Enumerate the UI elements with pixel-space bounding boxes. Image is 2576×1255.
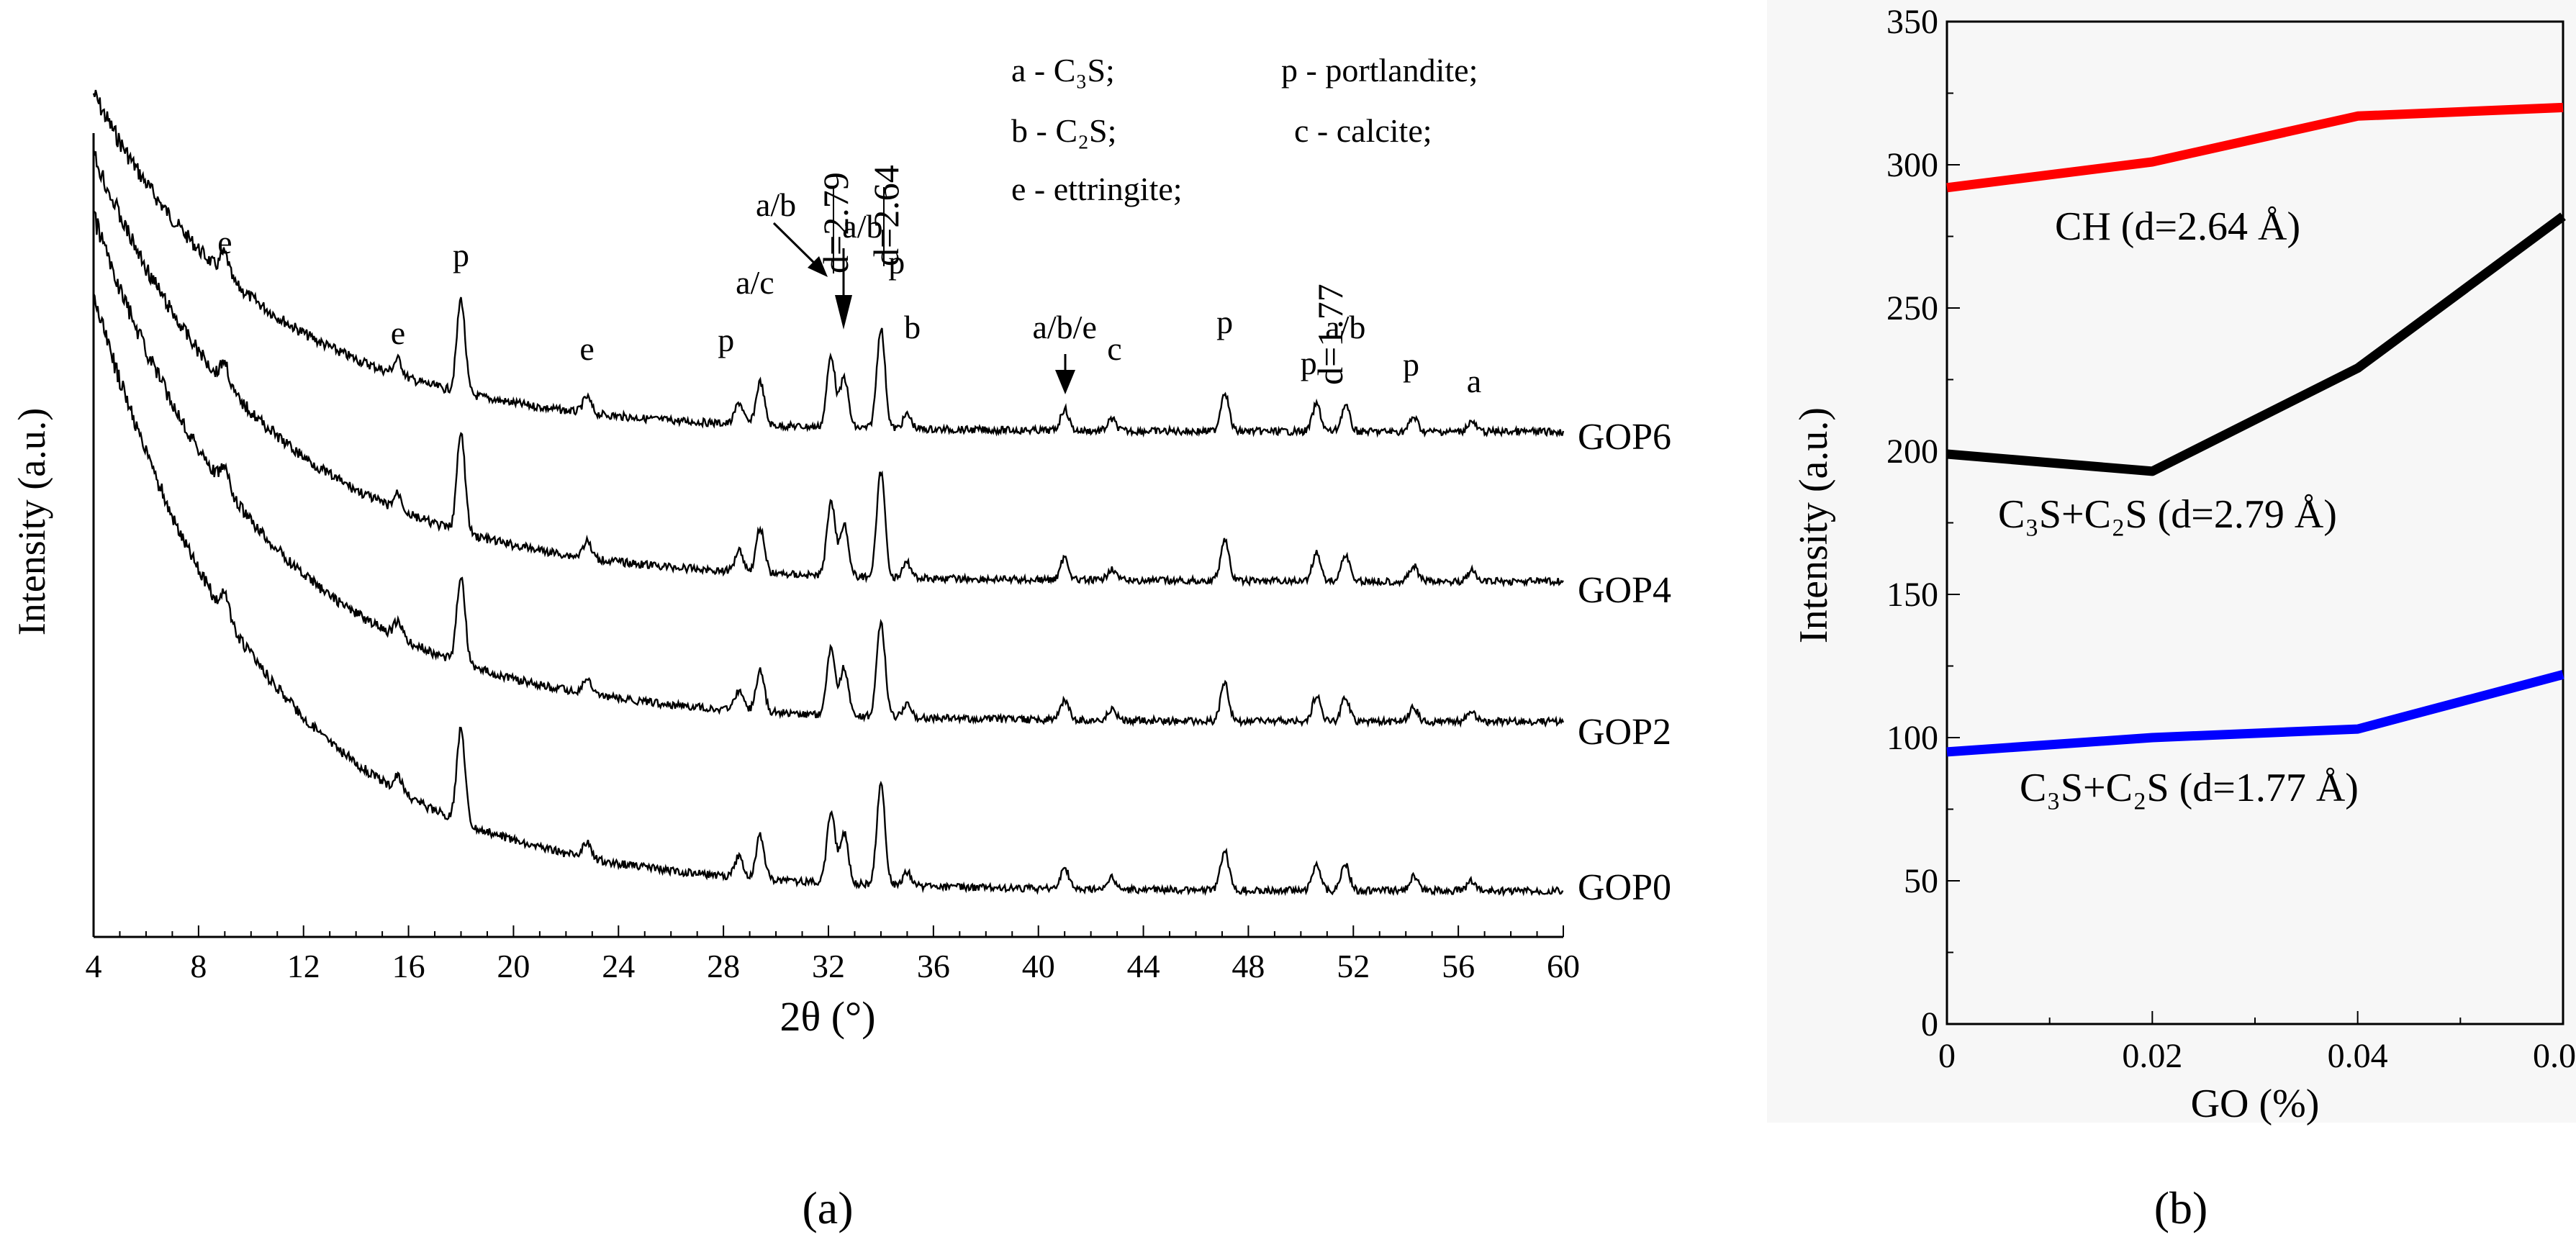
- intensity-vs-go-chart: 0 50 100 150 200 250 300 350 0 0.02 0.04 0.06 CH (d…: [1791, 3, 2576, 1126]
- b-x-tick-label: 0.04: [2328, 1037, 2388, 1075]
- xrd-trace-gop4: [92, 148, 1564, 588]
- legend-c-calcite: c - calcite;: [1294, 112, 1432, 149]
- b-y-tick-label: 200: [1886, 432, 1938, 471]
- b-series-line-2: [1946, 670, 2564, 757]
- xrd-peak-label: a: [1467, 363, 1481, 399]
- xrd-peak-label: a/b/e: [1032, 309, 1096, 345]
- xrd-peak-label: p: [718, 322, 734, 358]
- xrd-tick-label: 40: [1022, 948, 1055, 984]
- xrd-x-axis-title: 2θ (°): [779, 993, 875, 1040]
- arrow-ab-2-head: [835, 295, 852, 330]
- xrd-tick-label: 48: [1231, 948, 1265, 984]
- panel-b-background: [1767, 0, 2576, 1123]
- xrd-tick-label: 44: [1127, 948, 1160, 984]
- series-label-c3s-c2s-279: C₃S+C₂S (d=2.79 Å): [1998, 492, 2337, 537]
- xrd-peak-label: p: [1301, 345, 1317, 381]
- arrow-ab-1-head: [808, 256, 828, 277]
- chart-b-y-axis-title: Intensity (a.u.): [1791, 407, 1836, 643]
- xrd-peak-label: e: [579, 330, 594, 367]
- chart-b-ticks: 0 50 100 150 200 250 300 350 0 0.02 0.04 0.06: [1886, 3, 2576, 1075]
- b-series-line-0: [1946, 102, 2564, 193]
- series-label-ch: CH (d=2.64 Å): [2055, 204, 2300, 249]
- b-y-tick-label: 0: [1921, 1005, 1938, 1043]
- arrow-ab-1-shaft: [772, 222, 821, 269]
- xrd-trace-gop2: [93, 211, 1565, 728]
- xrd-y-axis-title: Intensity (a.u.): [10, 408, 53, 635]
- b-x-tick-label: 0: [1938, 1037, 1956, 1075]
- b-x-tick-label: 0.06: [2533, 1037, 2576, 1075]
- d177-annotation: d=1.77: [1310, 284, 1350, 385]
- legend-e-ettringite: e - ettringite;: [1011, 171, 1183, 207]
- panel-label-b: (b): [2154, 1182, 2208, 1233]
- b-x-tick-label: 0.02: [2122, 1037, 2182, 1075]
- xrd-peak-label: b: [904, 309, 921, 345]
- b-y-tick-label: 350: [1886, 3, 1938, 41]
- xrd-peak-label: a/c: [736, 264, 774, 301]
- d279-annotation: d=2.79: [815, 172, 856, 273]
- xrd-peak-label: p: [888, 244, 905, 281]
- xrd-tick-label: 60: [1547, 948, 1580, 984]
- trace-label-gop0: GOP0: [1578, 867, 1671, 908]
- xrd-peak-label: e: [217, 224, 232, 260]
- xrd-peak-label: a/b: [1325, 309, 1365, 345]
- legend-p-portlandite: p - portlandite;: [1281, 52, 1478, 89]
- chart-b-x-axis-title: GO (%): [2191, 1082, 2320, 1126]
- legend-b-c2s: b - C₂S;: [1011, 112, 1116, 149]
- xrd-peak-label: a/b: [756, 186, 796, 223]
- xrd-tick-label: 24: [602, 948, 635, 984]
- xrd-tick-label: 56: [1442, 948, 1475, 984]
- xrd-tick-label: 28: [707, 948, 740, 984]
- b-y-tick-label: 300: [1886, 146, 1938, 184]
- series-label-c3s-c2s-177: C₃S+C₂S (d=1.77 Å): [2020, 766, 2359, 810]
- xrd-tick-label: 52: [1337, 948, 1370, 984]
- panel-label-a: (a): [802, 1182, 853, 1233]
- legend-a-c3s: a - C₃S;: [1011, 52, 1115, 89]
- xrd-peak-label: c: [1107, 330, 1121, 367]
- xrd-trace-gop6: [92, 89, 1565, 438]
- chart-b-series: [1946, 102, 2566, 757]
- xrd-peak-label: e: [391, 314, 405, 351]
- xrd-tick-label: 16: [392, 948, 425, 984]
- b-y-tick-label: 150: [1886, 576, 1938, 614]
- xrd-tick-label: 20: [497, 948, 530, 984]
- b-y-tick-label: 100: [1886, 719, 1938, 757]
- xrd-traces: [92, 89, 1565, 897]
- trace-label-gop2: GOP2: [1578, 712, 1671, 753]
- xrd-x-ticks: 4 8 12 16 20 24 28 32 36 40 44 48 52 56 60: [86, 925, 1580, 984]
- b-series-line-1: [1946, 212, 2566, 476]
- b-y-tick-label: 50: [1904, 862, 1938, 900]
- xrd-tick-label: 32: [812, 948, 845, 984]
- xrd-peak-label: a/b: [842, 208, 882, 245]
- xrd-peak-label: p: [1216, 304, 1233, 340]
- trace-label-gop4: GOP4: [1578, 570, 1671, 611]
- xrd-tick-label: 12: [287, 948, 320, 984]
- xrd-trace-gop0: [92, 293, 1564, 897]
- xrd-tick-label: 4: [86, 948, 102, 984]
- d264-annotation: d=2.64: [866, 165, 906, 266]
- xrd-peak-label: p: [453, 237, 469, 273]
- trace-label-gop6: GOP6: [1578, 417, 1671, 458]
- xrd-peak-label: p: [1403, 346, 1419, 383]
- xrd-tick-label: 8: [190, 948, 207, 984]
- arrow-abe-head: [1055, 370, 1075, 394]
- xrd-tick-label: 36: [917, 948, 950, 984]
- b-y-tick-label: 250: [1886, 289, 1938, 327]
